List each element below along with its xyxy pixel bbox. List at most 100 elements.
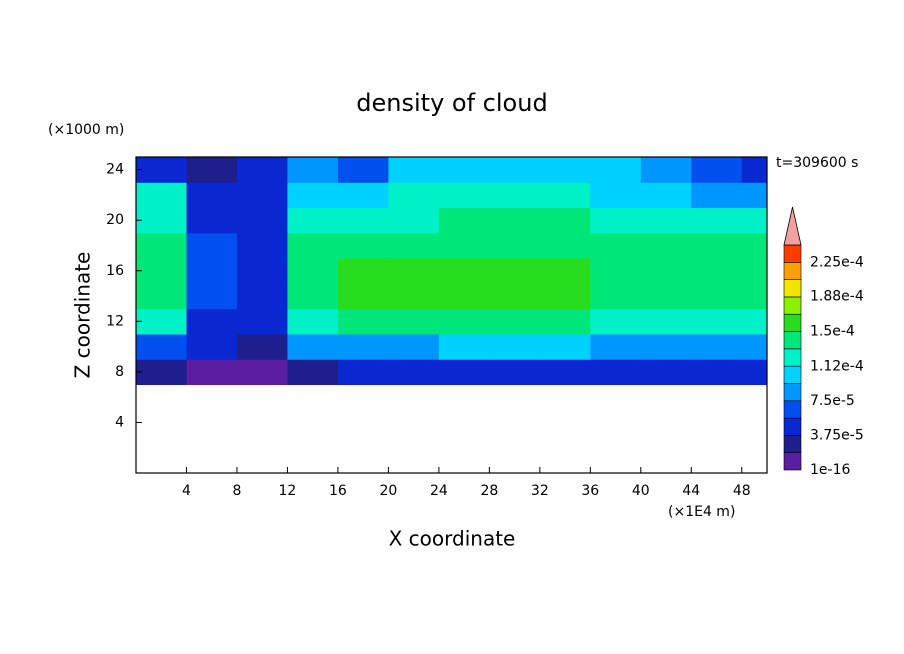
field-cell [539, 207, 591, 234]
field-cell [438, 232, 490, 259]
field-cell [438, 157, 490, 183]
field-cell [136, 157, 187, 183]
contour-field [136, 157, 767, 386]
colorbar-band [783, 435, 802, 453]
field-cell [388, 182, 440, 209]
field-cell [640, 207, 692, 234]
field-cell [236, 258, 288, 284]
field-cell [691, 232, 743, 259]
field-cell [438, 182, 490, 209]
x-tick-label: 28 [480, 483, 498, 499]
x-axis-label: X coordinate [389, 527, 516, 551]
field-cell [337, 258, 389, 284]
field-cell [337, 157, 389, 183]
field-cell [287, 308, 339, 335]
colorbar-band [783, 365, 802, 384]
field-cell [186, 258, 238, 284]
colorbar-tick-label: 1.88e-4 [810, 288, 864, 304]
field-cell [539, 308, 591, 335]
field-cell [590, 283, 642, 310]
colorbar-band [783, 279, 802, 298]
y-tick-label: 8 [115, 364, 124, 380]
field-cell [136, 308, 187, 335]
field-cell [539, 283, 591, 310]
field-cell [741, 207, 767, 234]
field-cell [388, 258, 440, 284]
field-cell [489, 258, 541, 284]
field-cell [590, 308, 642, 335]
field-cell [640, 333, 692, 360]
field-cell [489, 333, 541, 360]
field-cell [539, 157, 591, 183]
field-cell [489, 157, 541, 183]
colorbar-band [783, 262, 802, 280]
x-tick-label: 12 [279, 483, 297, 499]
field-cell [136, 359, 187, 386]
field-cell [590, 207, 642, 234]
x-tick-label: 4 [182, 483, 191, 499]
field-cell [741, 308, 767, 335]
field-cell [136, 283, 187, 310]
colorbar-band [783, 313, 802, 332]
y-tick-label: 20 [106, 212, 124, 228]
colorbar-over [783, 206, 802, 246]
field-cell [590, 232, 642, 259]
field-cell [438, 258, 490, 284]
field-cell [640, 182, 692, 209]
field-cell [287, 157, 339, 183]
colorbar-tick-label: 3.75e-5 [810, 427, 864, 443]
colorbar-band [783, 331, 802, 350]
field-cell [236, 359, 288, 386]
field-cell [741, 232, 767, 259]
field-cell [337, 207, 389, 234]
field-cell [136, 232, 187, 259]
field-cell [489, 207, 541, 234]
field-cell [287, 283, 339, 310]
field-cell [691, 182, 743, 209]
field-cell [236, 157, 288, 183]
field-cell [741, 182, 767, 209]
field-cell [438, 359, 490, 386]
field-cell [388, 359, 440, 386]
colorbar-band [783, 383, 802, 402]
x-tick-label: 40 [632, 483, 650, 499]
field-cell [640, 283, 692, 310]
field-cell [741, 359, 767, 386]
annotation: t=309600 s [776, 155, 858, 171]
field-cell [691, 258, 743, 284]
y-unit: (×1000 m) [48, 122, 124, 138]
colorbar-band [783, 417, 802, 436]
field-cell [236, 283, 288, 310]
field-cell [287, 207, 339, 234]
colorbar-tick-label: 1.5e-4 [810, 324, 855, 340]
x-tick-label: 32 [531, 483, 549, 499]
y-axis-label: Z coordinate [71, 252, 95, 379]
field-cell [136, 182, 187, 209]
field-cell [741, 333, 767, 360]
field-cell [337, 333, 389, 360]
field-cell [337, 359, 389, 386]
colorbar-band [783, 348, 802, 367]
field-cell [337, 283, 389, 310]
colorbar: 1e-16 3.75e-5 7.5e-5 1.12e-4 1.5e-4 1.88e-4 2.… [783, 206, 864, 478]
field-cell [388, 157, 440, 183]
colorbar-tick-label: 1e-16 [810, 462, 850, 478]
field-cell [691, 333, 743, 360]
field-cell [489, 308, 541, 335]
field-cell [136, 258, 187, 284]
field-cell [186, 232, 238, 259]
field-cell [186, 182, 238, 209]
field-cell [691, 157, 743, 183]
field-cell [388, 283, 440, 310]
field-cell [590, 157, 642, 183]
field-cell [438, 308, 490, 335]
x-tick-label: 36 [581, 483, 599, 499]
y-tick-label: 4 [115, 414, 124, 430]
field-cell [236, 207, 288, 234]
field-cell [438, 283, 490, 310]
field-cell [337, 182, 389, 209]
field-cell [590, 359, 642, 386]
field-cell [438, 333, 490, 360]
field-cell [489, 232, 541, 259]
